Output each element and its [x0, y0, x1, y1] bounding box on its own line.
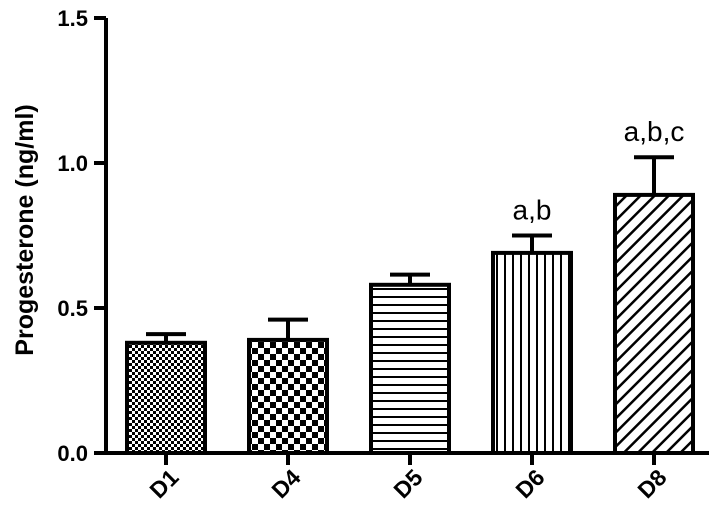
bar-d5 [369, 282, 451, 455]
x-tick-label: D5 [388, 464, 427, 503]
bars-group: a,b a,b,c [125, 116, 695, 455]
bar-d8 [613, 192, 695, 455]
x-tick-label: D4 [266, 464, 305, 503]
bar-d6 [491, 250, 573, 455]
significance-label: a,b [513, 195, 552, 226]
x-tick-label: D6 [510, 464, 549, 503]
y-tick-label: 1.5 [57, 6, 88, 31]
x-tick-label: D1 [144, 464, 183, 503]
significance-label: a,b,c [624, 116, 685, 147]
x-tick-label: D8 [632, 464, 671, 503]
y-ticks: 0.0 0.5 1.0 1.5 [57, 6, 106, 466]
y-tick-label: 1.0 [57, 151, 88, 176]
y-tick-label: 0.5 [57, 296, 88, 321]
y-tick-label: 0.0 [57, 441, 88, 466]
y-axis-title: Progesterone (ng/ml) [11, 104, 39, 355]
category-labels: D1 D4 D5 D6 D8 [144, 453, 672, 503]
bar-d1 [125, 340, 207, 455]
bar-d4 [247, 337, 329, 455]
